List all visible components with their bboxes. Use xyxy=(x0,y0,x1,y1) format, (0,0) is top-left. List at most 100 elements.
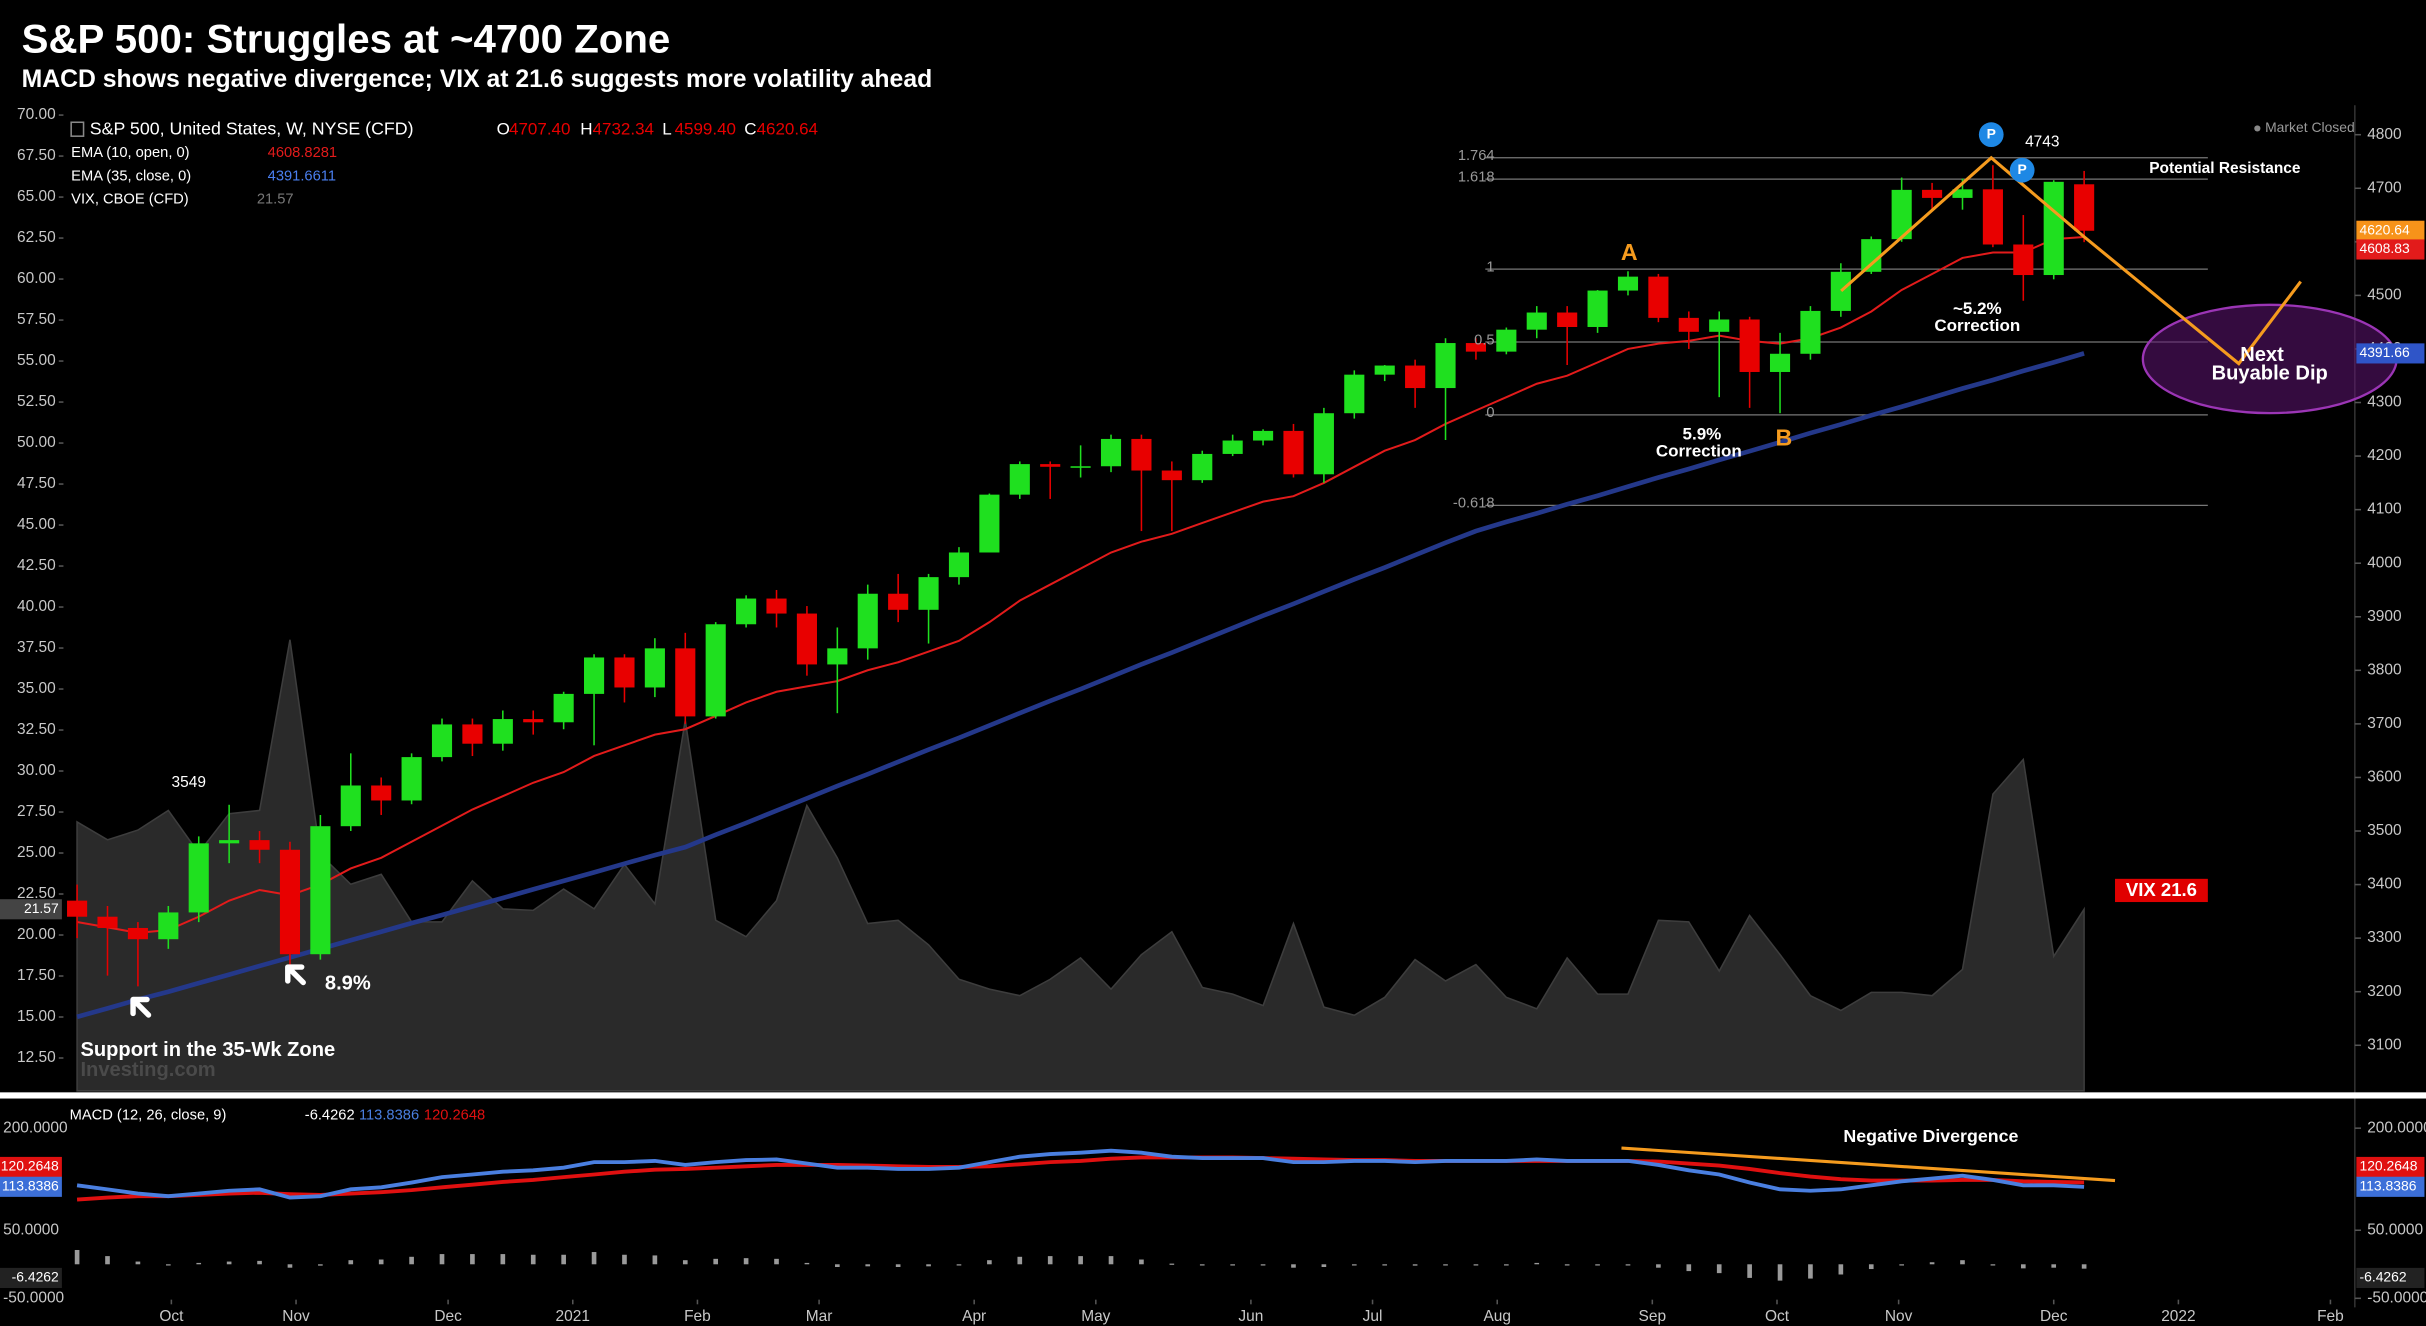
bounce-label: 8.9% xyxy=(325,972,371,994)
y-tick-label: 200.0000 xyxy=(2367,1119,2426,1136)
ohlc-value: 4599.40 xyxy=(675,119,736,138)
front-layer: P P 4743 3549 Market Closed Potential Re… xyxy=(0,106,2426,1325)
y2-tick-label: 65.00 xyxy=(17,188,56,205)
candle-body xyxy=(857,593,878,649)
candle-body xyxy=(97,916,118,928)
histogram-bar xyxy=(1595,1264,1600,1266)
x-tick-label: 2022 xyxy=(2161,1308,2195,1325)
histogram-bar xyxy=(895,1264,901,1268)
histogram-bar xyxy=(1868,1264,1874,1270)
back-layer xyxy=(58,114,2362,1305)
histogram-bar xyxy=(591,1252,597,1265)
y2-tick-label: 35.00 xyxy=(17,680,56,697)
y2-tick-label: 47.50 xyxy=(17,475,56,492)
y-tick-label: 4500 xyxy=(2367,286,2401,303)
candle-body xyxy=(1952,189,1973,198)
histogram-bar xyxy=(1564,1264,1570,1266)
histogram-bar xyxy=(1291,1264,1296,1268)
signal-badge-box xyxy=(0,1156,62,1178)
legend-name: VIX, CBOE (CFD) xyxy=(71,191,189,207)
histogram-bar xyxy=(2020,1264,2026,1269)
candle-body xyxy=(1161,470,1182,481)
histogram-badge-box xyxy=(0,1267,62,1288)
signal-badge-box xyxy=(2356,1156,2425,1178)
x-tick-label: 2021 xyxy=(556,1308,590,1325)
candle-body xyxy=(1344,374,1365,414)
histogram-bar xyxy=(348,1260,354,1265)
candle-body xyxy=(614,657,635,688)
y2-tick-label: 62.50 xyxy=(17,229,56,246)
histogram-bar xyxy=(1047,1256,1053,1265)
ohlc-value: 4732.34 xyxy=(593,119,654,138)
candle-body xyxy=(888,593,909,610)
histogram-bar xyxy=(196,1262,202,1265)
close-badge: 4620.64 xyxy=(2359,221,2410,237)
histogram-bar xyxy=(500,1254,506,1265)
close-badge-box xyxy=(2356,220,2425,241)
histogram-bar xyxy=(318,1264,323,1266)
macd-badge-box xyxy=(0,1176,62,1197)
y-tick-label: 3700 xyxy=(2367,715,2401,732)
y2-tick-label: 52.50 xyxy=(17,393,56,410)
ema-line xyxy=(76,351,2085,1020)
candle-body xyxy=(1131,438,1152,471)
candle-body xyxy=(1100,438,1122,467)
y-tick-label: 50.0000 xyxy=(2367,1221,2423,1238)
candle-body xyxy=(1678,317,1699,332)
histogram-bar xyxy=(1139,1259,1144,1265)
candle-body xyxy=(401,757,422,801)
candle-body xyxy=(1435,343,1456,389)
high-label: 3549 xyxy=(172,774,206,791)
x-tick-label: Apr xyxy=(962,1308,986,1325)
histogram-bar xyxy=(987,1260,992,1265)
candle-body xyxy=(644,648,665,688)
candle-body xyxy=(371,785,392,801)
y2-tick-label: 50.00 xyxy=(17,434,56,451)
x-tick-label: Dec xyxy=(434,1308,462,1325)
y-tick-label: -50.0000 xyxy=(3,1289,64,1306)
pivot-label: P xyxy=(2018,161,2027,177)
y-tick-label: 3200 xyxy=(2367,983,2401,1000)
candle-body xyxy=(1465,343,1486,352)
support-label: Support in the 35-Wk Zone xyxy=(80,1039,335,1061)
histogram-bar xyxy=(1808,1264,1813,1279)
candle-body xyxy=(1800,310,1821,354)
histogram-bar xyxy=(409,1256,414,1265)
macd-badge: 113.8386 xyxy=(2359,1177,2416,1193)
histogram-bar xyxy=(743,1258,749,1265)
signal-line xyxy=(76,1155,2085,1202)
correction-label: ~5.2% xyxy=(1953,299,2002,318)
histogram-bar xyxy=(1716,1264,1722,1274)
ohlc-value: 4707.40 xyxy=(509,119,570,138)
y-tick-label: 4700 xyxy=(2367,179,2401,196)
x-tick-label: Jun xyxy=(1238,1308,1263,1325)
histogram-bar xyxy=(166,1264,171,1266)
candle-body xyxy=(1769,353,1791,372)
histogram-bar xyxy=(1990,1264,1996,1266)
chart-title: S&P 500: Struggles at ~4700 Zone xyxy=(22,16,671,61)
candle-body xyxy=(127,927,148,940)
histogram-bar xyxy=(1260,1264,1266,1266)
legend-icon xyxy=(70,121,85,137)
candle-body xyxy=(279,849,301,955)
y-tick-label: 3800 xyxy=(2367,661,2401,678)
fib-label: 1 xyxy=(1486,259,1494,275)
candle-body xyxy=(918,577,939,610)
histogram-bar xyxy=(1230,1264,1235,1266)
candle-body xyxy=(1557,312,1578,327)
candle-body xyxy=(1982,189,2003,245)
candle-body xyxy=(1587,290,1608,327)
resistance-label: Potential Resistance xyxy=(2149,160,2301,177)
vix-badge-box xyxy=(0,899,62,920)
legend-value: 120.2648 xyxy=(424,1107,485,1123)
y2-tick-label: 12.50 xyxy=(17,1049,56,1066)
vix-area xyxy=(76,639,2085,1092)
histogram-bar xyxy=(470,1254,475,1265)
pivot-marker xyxy=(1978,122,2004,148)
point-label: B xyxy=(1776,425,1793,451)
candle-body xyxy=(583,657,605,694)
candle-body xyxy=(553,693,574,723)
legend-name: EMA (10, open, 0) xyxy=(71,145,189,161)
